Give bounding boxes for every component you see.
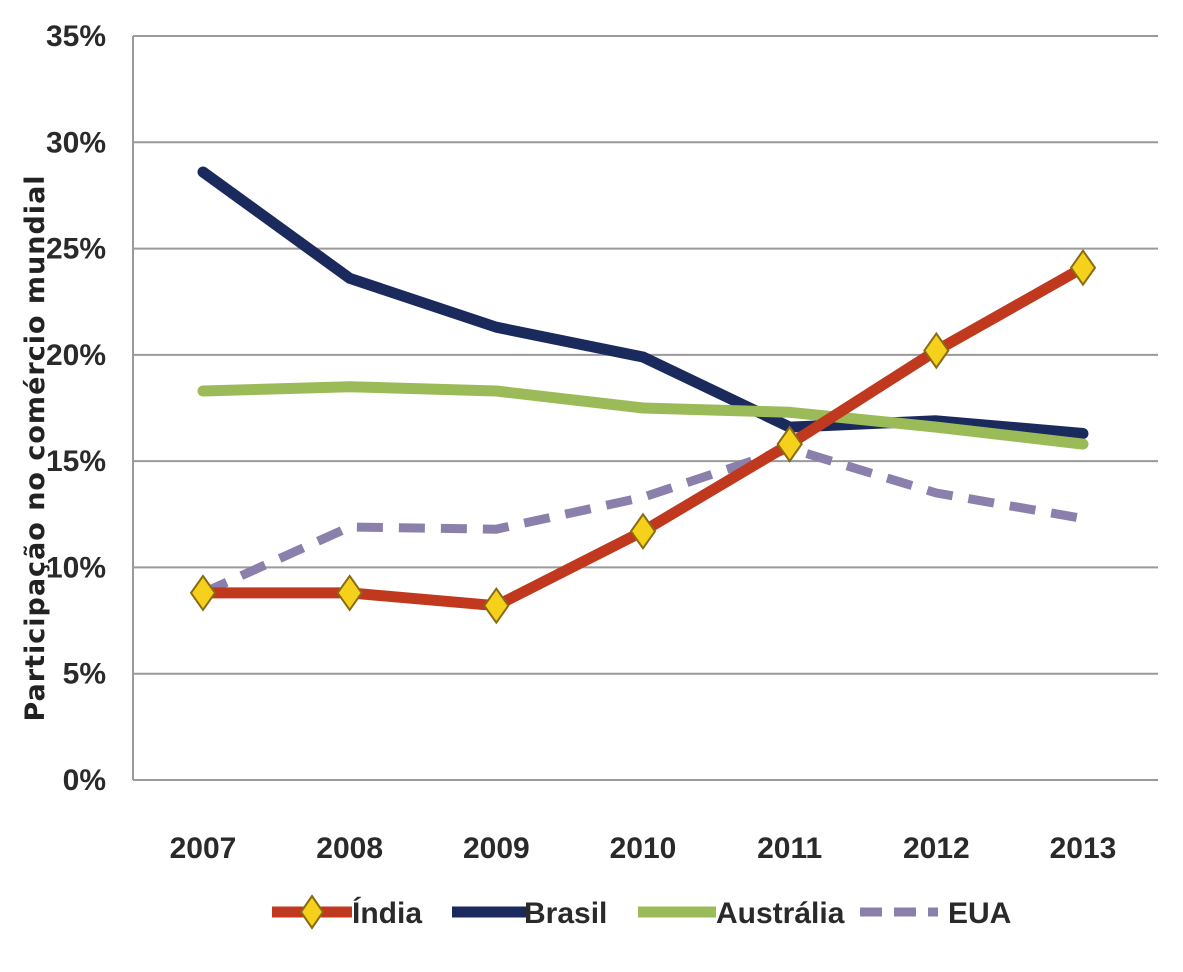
series-line <box>197 262 1089 612</box>
data-point-marker <box>629 512 657 551</box>
series-line <box>197 166 1089 439</box>
legend-label: EUA <box>948 897 1011 930</box>
y-tick-label: 5% <box>63 658 106 691</box>
data-point-marker <box>336 574 363 612</box>
y-tick-label: 30% <box>46 126 106 159</box>
y-tick-label: 10% <box>46 551 106 584</box>
legend: Índia Brasil Austrália EUA <box>272 894 1011 930</box>
legend-label: Índia <box>352 896 422 930</box>
x-tick-label: 2013 <box>1050 832 1117 865</box>
x-tick-label: 2012 <box>903 832 970 865</box>
x-tick-label: 2008 <box>316 832 383 865</box>
y-tick-label: 20% <box>46 339 106 372</box>
series-line <box>201 443 1084 598</box>
legend-label: Brasil <box>524 897 607 930</box>
y-tick-label: 0% <box>63 764 106 797</box>
series-markers <box>189 248 1097 625</box>
data-point-marker <box>189 574 217 612</box>
y-tick-label: 25% <box>46 233 106 266</box>
data-point-marker <box>776 425 803 463</box>
y-tick-label: 15% <box>46 445 106 478</box>
data-point-marker <box>923 331 950 370</box>
x-tick-labels: 2007 2008 2009 2010 2011 2012 2013 <box>170 832 1117 865</box>
y-axis-label: Participação no comércio mundial <box>20 174 51 721</box>
x-tick-label: 2010 <box>610 832 677 865</box>
x-tick-label: 2011 <box>757 832 822 865</box>
y-tick-labels: 0% 5% 10% 15% 20% 25% 30% 35% <box>46 20 106 797</box>
y-tick-label: 35% <box>46 20 106 53</box>
x-tick-label: 2007 <box>170 832 237 865</box>
x-tick-label: 2009 <box>463 832 530 865</box>
series-line <box>197 381 1089 450</box>
legend-label: Austrália <box>716 897 845 930</box>
data-point-marker <box>483 586 510 625</box>
legend-marker <box>299 894 325 930</box>
data-point-marker <box>1069 248 1097 287</box>
